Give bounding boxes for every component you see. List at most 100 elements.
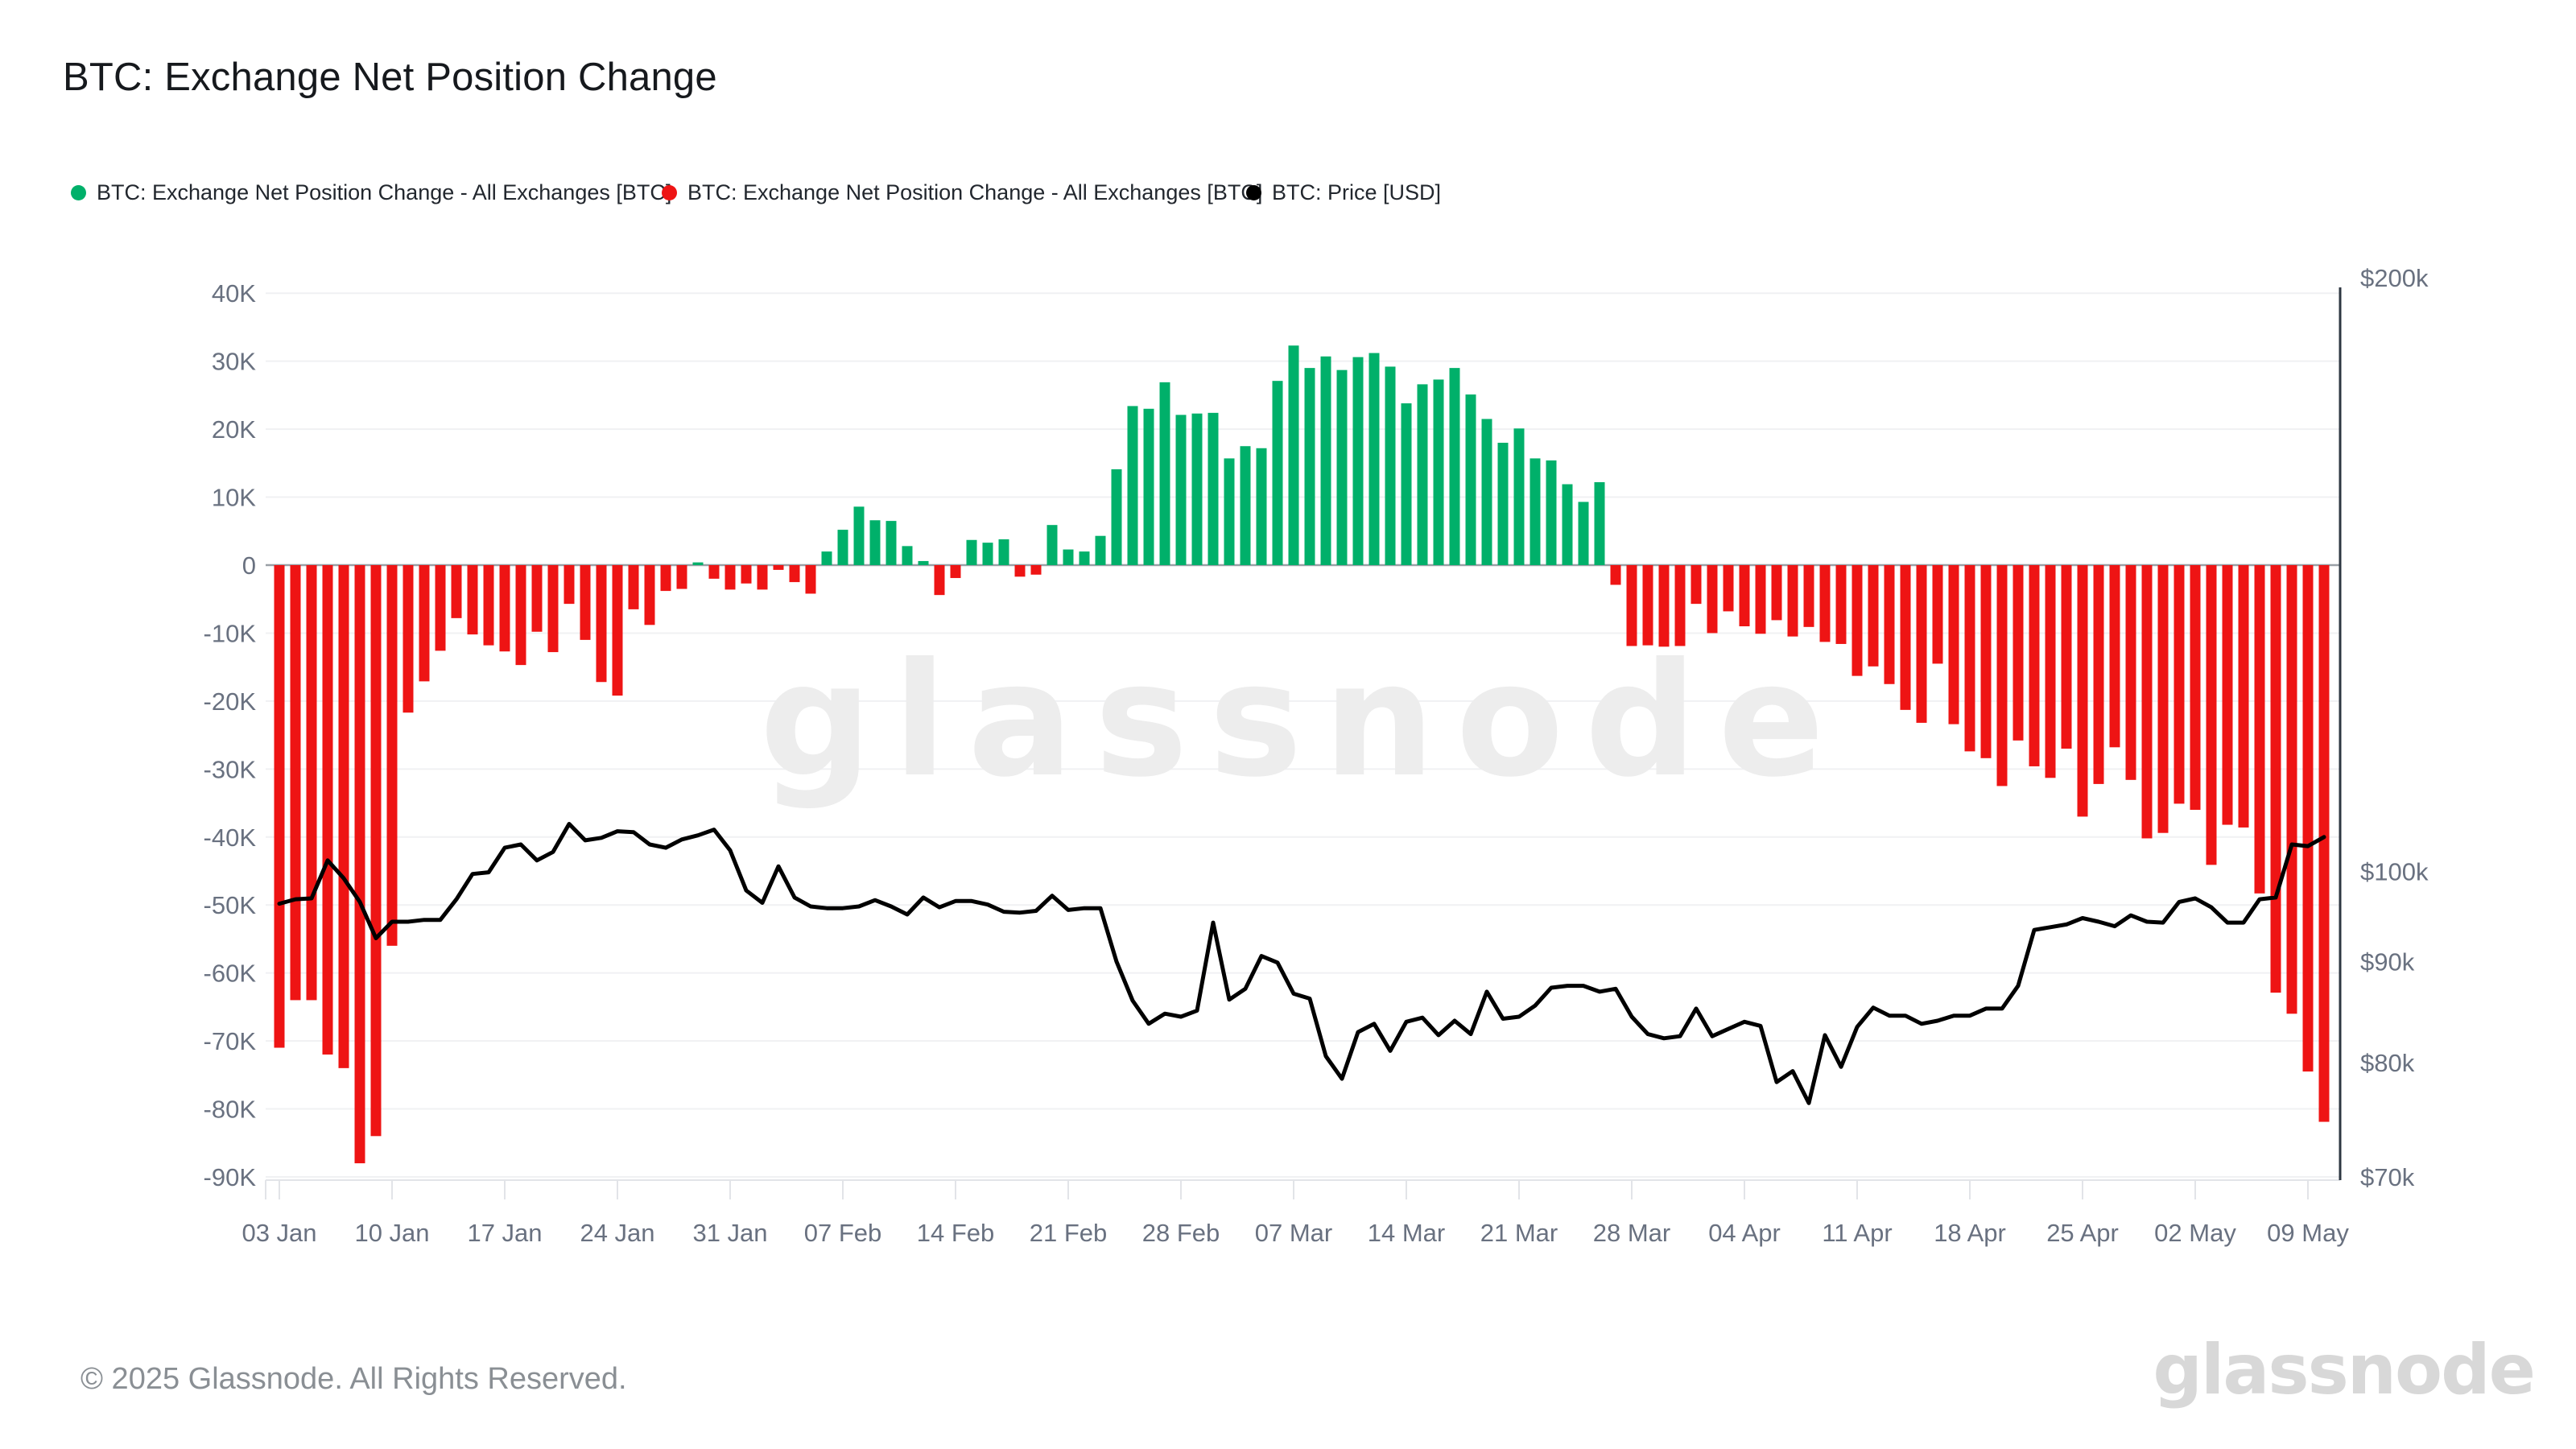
glassnode-wordmark: glassnode [2153,1330,2536,1410]
bar [1658,565,1670,647]
bar [2125,565,2136,780]
right-axis-labels: $200k $100k $90k $80k $70k [2360,264,2429,1191]
bar [869,520,881,565]
bar [2013,565,2024,741]
bar [515,565,526,666]
bar [708,565,720,579]
bar [451,565,462,618]
legend-item-net-position-outflow[interactable]: BTC: Exchange Net Position Change - All … [662,180,1262,205]
x-tick-label: 14 Mar [1368,1219,1445,1247]
bar [1159,382,1170,565]
bar [2061,565,2072,749]
bar [1433,379,1444,565]
bar [1385,366,1396,565]
bar [741,565,752,584]
bar [1916,565,1927,723]
black-circle-icon [1246,185,1261,200]
x-tick-label: 14 Feb [917,1219,995,1247]
bar [1095,535,1106,565]
bar [1868,565,1879,667]
bar [1787,565,1798,637]
price-tick-label: $200k [2360,264,2429,292]
bar [853,506,865,565]
bar [2222,565,2233,825]
bar [1980,565,1992,758]
price-line[interactable] [277,822,2326,1105]
bar [2045,565,2056,778]
bar [1562,484,1573,565]
bar [1948,565,1959,724]
bar [2157,565,2169,833]
x-tick-label: 09 May [2267,1219,2349,1247]
bar [773,565,784,570]
bar [934,565,945,596]
y-tick-label: -60K [204,960,257,988]
price-tick-label: $90k [2360,948,2415,976]
bar [483,565,494,646]
bar [1272,381,1283,565]
x-axis [265,1179,2340,1199]
bar [1401,403,1412,565]
bar [467,565,478,635]
x-tick-label: 28 Mar [1593,1219,1670,1247]
bar [1819,565,1831,642]
legend-item-btc-price[interactable]: BTC: Price [USD] [1246,180,1441,205]
bar [789,565,800,583]
bar [531,565,543,632]
glassnode-watermark: glassnode [760,629,1846,811]
bar [402,565,414,713]
bar [1449,368,1460,565]
bar [1996,565,2008,786]
bar [918,560,929,565]
bar [1530,458,1541,565]
legend-item-net-position-inflow[interactable]: BTC: Exchange Net Position Change - All … [71,180,671,205]
bar [2318,565,2330,1122]
green-circle-icon [71,185,86,200]
bar [1014,565,1026,577]
x-tick-label: 17 Jan [467,1219,542,1247]
net-position-bars[interactable] [274,345,2330,1164]
page-title: BTC: Exchange Net Position Change [63,56,717,99]
x-tick-label: 02 May [2154,1219,2236,1247]
bar [1046,525,1058,565]
bar [644,565,655,625]
bar [2302,565,2314,1072]
bar [1578,502,1589,565]
bar [982,543,993,565]
x-tick-label: 21 Mar [1480,1219,1558,1247]
bar [1674,565,1686,646]
bar [1368,353,1380,565]
y-gridlines [266,292,2340,1178]
bar [1900,565,1911,710]
left-axis-labels: 40K 30K 20K 10K 0 -10K -20K -30K -40K -50K -60K -70… [204,279,257,1191]
bar [1143,408,1154,565]
bar [306,565,317,1001]
bar [1642,565,1653,646]
bar [998,539,1009,565]
bar [2270,565,2281,993]
bar [386,565,398,946]
bar [1336,369,1348,565]
bar [757,565,768,590]
bar [1594,481,1605,565]
bar [1079,551,1090,565]
x-tick-label: 11 Apr [1822,1219,1892,1247]
bar [1803,565,1814,627]
bar [628,565,639,609]
x-tick-label: 03 Jan [242,1219,316,1247]
bar [1513,428,1525,565]
x-tick-label: 18 Apr [1934,1219,2006,1247]
bar [435,565,446,651]
bar [564,565,575,605]
bar [338,565,349,1068]
x-tick-label: 04 Apr [1708,1219,1781,1247]
y-tick-label: -90K [204,1163,257,1191]
bar [1707,565,1718,634]
bar [902,546,913,565]
price-tick-label: $80k [2360,1049,2415,1077]
y-tick-label: -20K [204,687,257,716]
x-tick-label: 07 Mar [1255,1219,1332,1247]
bar [821,551,832,565]
